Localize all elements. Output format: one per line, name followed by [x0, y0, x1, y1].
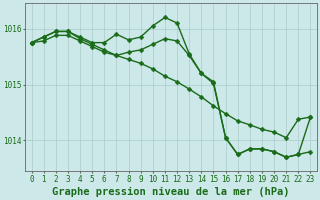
X-axis label: Graphe pression niveau de la mer (hPa): Graphe pression niveau de la mer (hPa) — [52, 186, 290, 197]
